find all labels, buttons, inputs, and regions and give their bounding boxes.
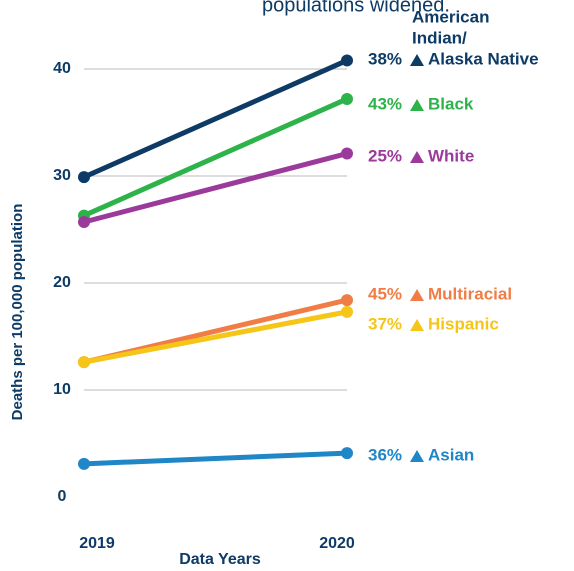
series-line [81,151,350,225]
change-label: 43% [368,94,402,113]
point [78,216,90,229]
series-label: Multiracial [428,284,512,303]
y-tick-label: 10 [53,381,71,398]
point [78,171,90,184]
up-triangle [410,54,424,66]
x-tick-label: 2020 [319,535,355,552]
up-triangle [410,450,424,462]
series-line [81,96,350,219]
series-label: White [428,146,474,165]
up-triangle [410,289,424,301]
series-label: Asian [428,445,474,464]
x-tick-label: 2019 [79,535,115,552]
change-label: 45% [368,284,402,303]
point [341,92,353,105]
change-label: 25% [368,146,402,165]
series-line [81,450,350,467]
up-triangle [410,99,424,111]
point [341,305,353,318]
change-label: 38% [368,49,402,68]
chart-title: populations widened. [262,0,450,16]
y-tick-label: 30 [53,167,71,184]
series-label: American [412,7,489,26]
series-label: Alaska Native [428,49,539,68]
y-tick-label: 0 [58,488,67,505]
point [341,294,353,307]
point [78,356,90,369]
point [341,147,353,160]
y-tick-label: 20 [53,274,71,291]
change-label: 36% [368,445,402,464]
point [341,447,353,460]
series-line [81,309,350,365]
x-axis-label: Data Years [179,551,261,568]
up-triangle [410,151,424,163]
series-label: Black [428,94,474,113]
series-line [81,57,350,180]
point [341,54,353,67]
series-label: Hispanic [428,314,499,333]
point [78,457,90,470]
y-tick-label: 40 [53,60,71,77]
up-triangle [410,319,424,331]
series-label: Indian/ [412,28,467,47]
y-axis-label: Deaths per 100,000 population [9,204,26,421]
change-label: 37% [368,314,402,333]
